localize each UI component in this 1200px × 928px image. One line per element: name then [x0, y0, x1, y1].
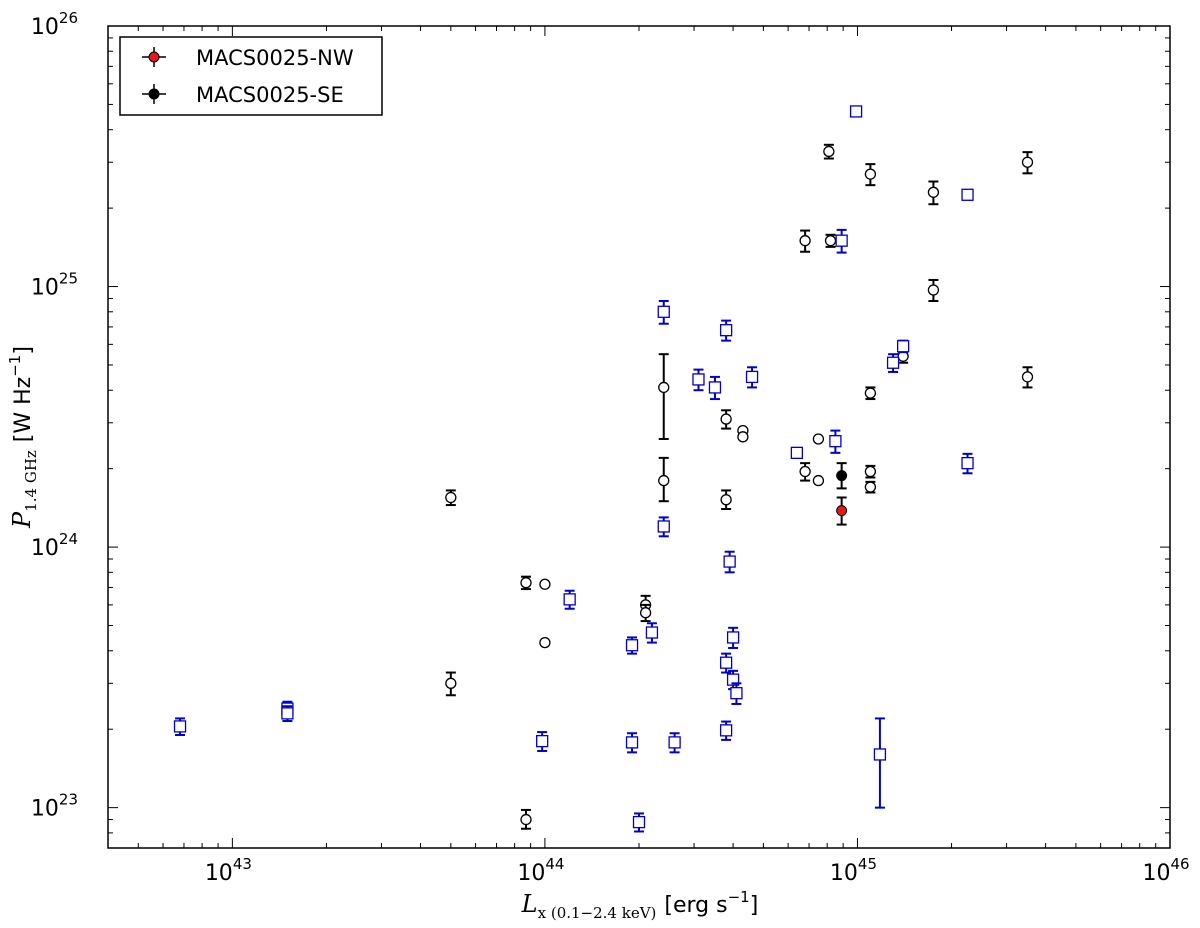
circle-marker [520, 577, 532, 589]
square-marker [668, 736, 681, 749]
circle-marker [1021, 371, 1034, 383]
square-marker [961, 456, 974, 470]
square-marker [645, 626, 659, 639]
filled-marker [836, 505, 848, 517]
x-tick-label: 1045 [830, 855, 877, 886]
circle-marker [520, 813, 532, 826]
square-marker [849, 105, 863, 118]
circle-marker [824, 235, 837, 247]
circle-marker [812, 474, 825, 487]
series-filled-circle [836, 496, 848, 526]
square-marker [657, 520, 670, 533]
x-axis-label: Lx (0.1−2.4 keV) [erg s−1] [521, 888, 759, 922]
square-marker [790, 446, 804, 459]
legend-entry-nw: MACS0025-NW [142, 46, 354, 70]
circle-marker [864, 481, 877, 493]
legend-entry-se: MACS0025-SE [142, 83, 344, 107]
circle-marker [812, 433, 825, 445]
y-axis-subscript: 1.4 GHz [22, 450, 40, 512]
square-marker [173, 720, 187, 733]
axis-ticks [107, 25, 1171, 849]
circle-marker [639, 607, 652, 619]
y-tick-label: 1024 [31, 530, 78, 561]
square-marker [536, 734, 549, 748]
circle-marker [720, 494, 732, 506]
square-marker [835, 234, 848, 247]
data-marks [173, 105, 1034, 833]
circle-marker [823, 145, 835, 158]
square-marker [726, 673, 740, 686]
x-tick-label: 1044 [517, 855, 564, 886]
legend-box [119, 36, 383, 116]
x-axis-unit-exponent: −1 [728, 888, 750, 906]
y-axis-label: P1.4 GHz [W Hz−1] [6, 346, 40, 529]
square-marker [632, 815, 646, 829]
tick-labels: 1043 1044 1045 1046 1023 1024 1025 1026 [31, 9, 1190, 886]
x-tick-label: 1046 [1142, 855, 1189, 886]
y-axis-unit-exponent: −1 [6, 355, 24, 377]
filled-marker [836, 470, 848, 482]
legend: MACS0025-NW MACS0025-SE [119, 36, 383, 116]
circle-marker [927, 186, 940, 198]
circle-marker [539, 636, 551, 649]
square-marker [829, 435, 842, 448]
square-marker [961, 188, 974, 201]
series-filled-circle [836, 462, 848, 490]
legend-se-label: MACS0025-SE [196, 83, 344, 107]
circle-marker [864, 387, 877, 399]
circle-marker [799, 235, 811, 247]
x-tick-label: 1043 [205, 855, 252, 886]
series-open-circle [445, 143, 1034, 830]
square-marker [726, 631, 740, 644]
y-tick-label: 1026 [31, 9, 78, 40]
square-marker [625, 639, 639, 652]
plot-frame [107, 25, 1171, 849]
circle-marker [658, 381, 670, 394]
svg-text:P1.4 GHz[W Hz−1]: P1.4 GHz [W Hz−1] [6, 346, 40, 529]
svg-text:Lx (0.1−2.4 keV)[erg s−1]: Lx (0.1−2.4 keV) [erg s−1] [521, 888, 759, 922]
x-axis-symbol: L [521, 890, 538, 918]
legend-se-marker [148, 88, 160, 100]
square-marker [723, 555, 736, 568]
circle-marker [799, 465, 811, 478]
y-axis-symbol: P [8, 511, 36, 529]
circle-marker [927, 284, 940, 296]
square-marker [563, 593, 576, 606]
square-marker [708, 381, 722, 394]
circle-marker [445, 491, 457, 504]
legend-nw-label: MACS0025-NW [196, 46, 354, 70]
square-marker [896, 340, 910, 353]
square-marker [873, 748, 887, 761]
square-marker [692, 373, 705, 386]
square-marker [719, 724, 733, 737]
circle-marker [1021, 156, 1034, 168]
circle-marker [445, 677, 457, 689]
square-marker [281, 707, 294, 720]
square-marker [625, 736, 639, 749]
circle-marker [864, 465, 877, 478]
legend-nw-marker [148, 51, 160, 63]
y-tick-label: 1025 [31, 270, 78, 301]
square-marker [657, 305, 670, 318]
circle-marker [864, 168, 877, 180]
circle-marker [737, 431, 749, 443]
x-axis-unit-close: ] [750, 893, 759, 918]
y-axis-unit-close: ] [11, 346, 36, 355]
square-marker [730, 687, 743, 700]
square-marker [886, 356, 900, 369]
square-marker [719, 324, 733, 337]
y-tick-label: 1023 [31, 791, 78, 822]
square-marker [719, 656, 733, 669]
series-open-square [173, 105, 974, 833]
x-axis-subscript: x (0.1−2.4 keV) [538, 904, 657, 922]
circle-marker [720, 413, 732, 425]
circle-marker [539, 578, 551, 590]
circle-marker [658, 474, 670, 487]
y-axis-unit: [W Hz [11, 377, 36, 442]
square-marker [745, 370, 759, 384]
x-axis-unit: [erg s [664, 893, 727, 918]
